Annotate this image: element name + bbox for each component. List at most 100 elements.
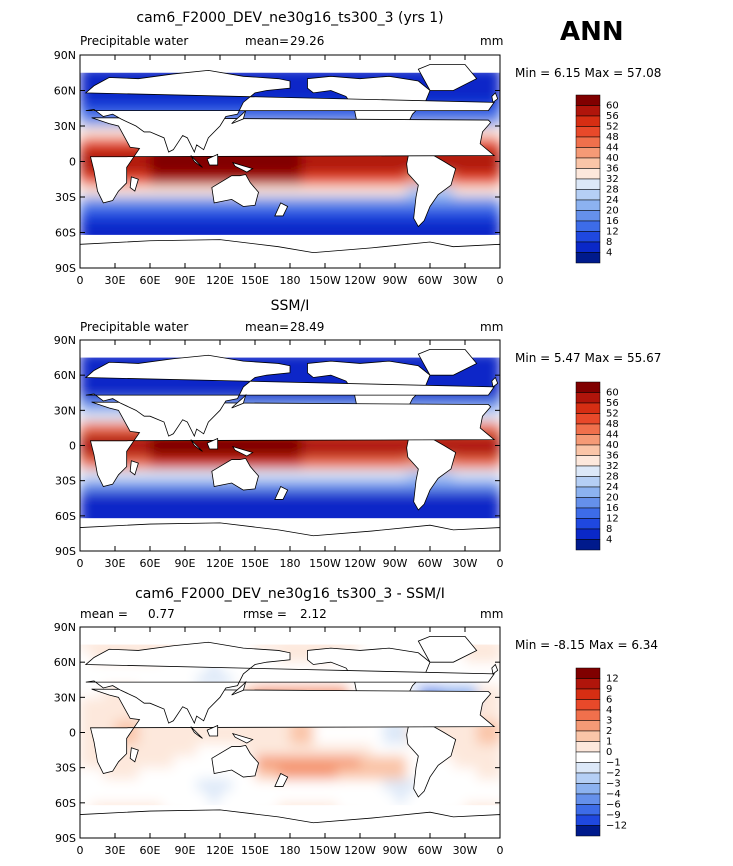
- y-tick-label: 60S: [55, 227, 76, 240]
- field-cell: [301, 755, 315, 769]
- field-cell: [325, 755, 338, 769]
- land-outline: [190, 439, 203, 452]
- field-cell: [336, 197, 350, 210]
- field-cell: [150, 185, 163, 198]
- field-cell: [453, 468, 466, 482]
- field-cell: [173, 779, 186, 793]
- field-cell: [371, 504, 385, 517]
- field-cell: [488, 149, 500, 163]
- field-cell: [115, 422, 128, 435]
- x-tick-label: 60W: [418, 274, 443, 287]
- field-cell: [465, 767, 478, 781]
- colorbar-label: 6: [606, 695, 612, 706]
- field-cell: [150, 173, 163, 187]
- field-cell: [325, 220, 338, 234]
- field-cell: [91, 492, 105, 506]
- field-cell: [161, 492, 175, 506]
- field-cell: [185, 173, 198, 187]
- field-cell: [488, 709, 500, 722]
- field-cell: [371, 480, 385, 494]
- field-cell: [488, 650, 500, 664]
- field-cell: [80, 386, 93, 400]
- field-cell: [80, 220, 93, 234]
- field-cell: [301, 791, 315, 804]
- colorbar-label: 28: [606, 472, 619, 483]
- field-cell: [488, 638, 500, 652]
- x-tick-label: 150W: [309, 274, 341, 287]
- field-cell: [196, 755, 210, 769]
- field-cell: [383, 457, 396, 470]
- colorbar-label: 52: [606, 409, 619, 420]
- field-cell: [360, 445, 373, 459]
- field-cell: [336, 220, 350, 234]
- field-cell: [325, 208, 338, 222]
- field-cell: [488, 720, 500, 734]
- field-cell: [360, 468, 373, 482]
- field-cell: [80, 767, 93, 781]
- field-cell: [91, 767, 105, 781]
- field-cell: [150, 457, 163, 470]
- field-cell: [406, 791, 420, 804]
- colorbar-swatch: [575, 741, 601, 753]
- field-cell: [185, 468, 198, 482]
- panel-title: cam6_F2000_DEV_ne30g16_ts300_3 - SSM/I: [135, 586, 445, 602]
- field-cell: [336, 480, 350, 494]
- field-cell: [103, 126, 116, 139]
- field-cell: [80, 422, 93, 435]
- x-tick-label: 0: [497, 557, 504, 570]
- field-cell: [441, 504, 455, 517]
- colorbar-swatch: [575, 709, 601, 721]
- field-cell: [91, 375, 105, 388]
- field-cell: [465, 662, 478, 675]
- field-cell: [91, 126, 105, 139]
- field-cell: [476, 457, 490, 470]
- x-tick-label: 120W: [344, 557, 376, 570]
- field-cell: [395, 504, 408, 517]
- field-cell: [465, 220, 478, 234]
- panel-title: SSM/I: [271, 298, 310, 314]
- colorbar-label: 16: [606, 216, 619, 227]
- land-outline: [231, 393, 247, 409]
- y-tick-label: 90S: [55, 262, 76, 275]
- field-cell: [255, 767, 268, 781]
- field-cell: [430, 791, 443, 804]
- field-cell: [313, 468, 326, 482]
- field-cell: [80, 173, 93, 187]
- field-cell: [196, 791, 210, 804]
- colorbar-swatch: [575, 199, 601, 211]
- colorbar-label: 36: [606, 164, 619, 175]
- field-cell: [360, 208, 373, 222]
- field-cell: [430, 90, 443, 104]
- y-tick-label: 30N: [54, 120, 76, 133]
- field-cell: [430, 662, 443, 675]
- colorbar-swatch: [575, 762, 601, 774]
- field-cell: [336, 767, 350, 781]
- y-tick-label: 30S: [55, 762, 76, 775]
- field-cell: [441, 492, 455, 506]
- field-cell: [301, 197, 315, 210]
- season-label: ANN: [560, 17, 624, 47]
- field-cell: [138, 457, 151, 470]
- y-tick-label: 30S: [55, 191, 76, 204]
- field-cell: [255, 732, 268, 746]
- colorbar-label: −12: [606, 821, 627, 832]
- x-tick-label: 60E: [140, 557, 161, 570]
- field-cell: [173, 457, 186, 470]
- field-cell: [80, 673, 93, 687]
- field-cell: [348, 791, 361, 804]
- field-cell: [301, 220, 315, 234]
- colorbar-swatch: [575, 507, 601, 519]
- field-cell: [325, 468, 338, 482]
- colorbar-swatch: [575, 189, 601, 201]
- x-tick-label: 30E: [105, 844, 126, 857]
- field-cell: [185, 767, 198, 781]
- field-cell: [290, 173, 303, 187]
- field-cell: [476, 468, 490, 482]
- field-cell: [488, 433, 500, 447]
- field-cell: [465, 732, 478, 746]
- y-tick-label: 0: [69, 727, 76, 740]
- field-cell: [173, 220, 186, 234]
- field-cell: [208, 457, 221, 470]
- field-cell: [465, 185, 478, 198]
- field-cell: [185, 457, 198, 470]
